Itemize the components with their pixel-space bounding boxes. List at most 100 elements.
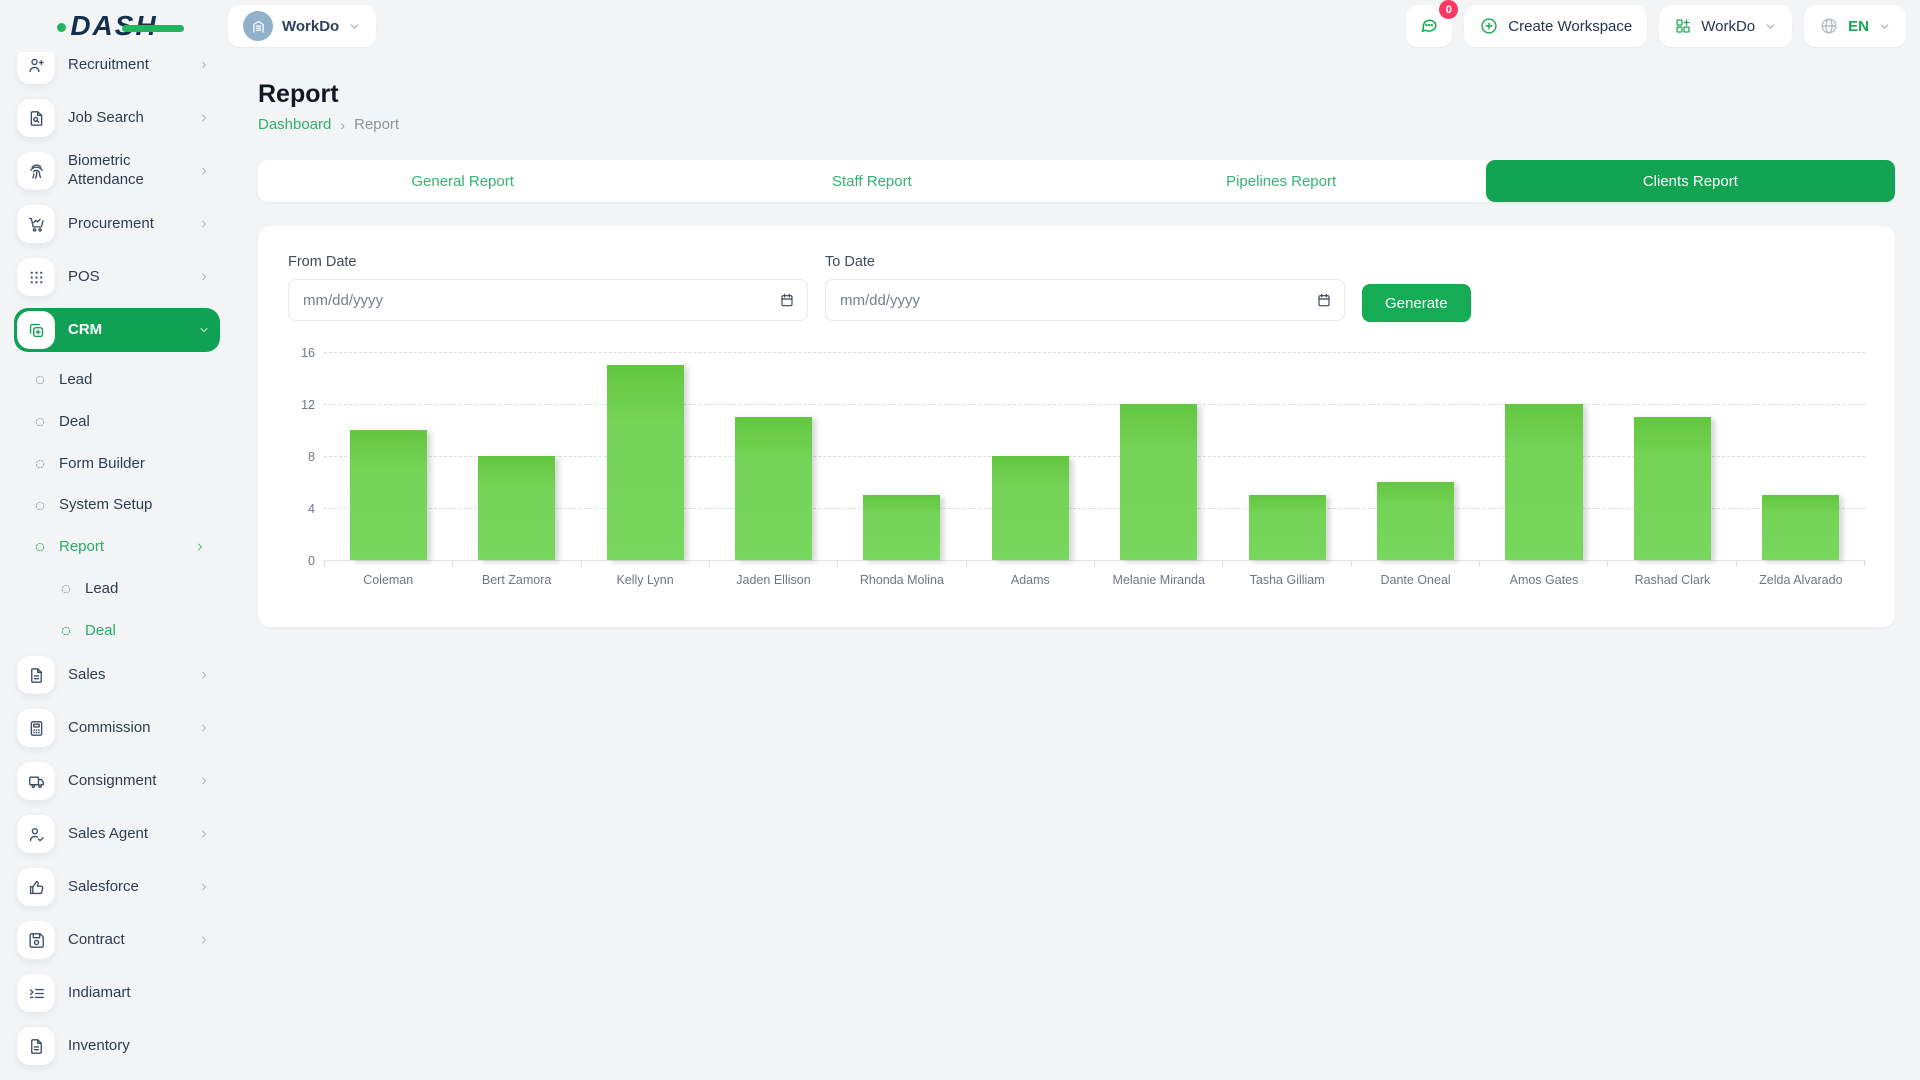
sidebar-item-pos[interactable]: POS [14,255,220,299]
breadcrumb-dashboard-link[interactable]: Dashboard [258,116,332,133]
bar-cell-rhonda-molina [838,352,966,560]
chevron-right-icon [198,271,210,283]
bar-coleman[interactable] [349,430,427,560]
building-icon [250,18,267,35]
page-title: Report [258,80,339,108]
breadcrumb-current: Report [354,116,400,133]
circle-bullet-icon [34,500,46,512]
sidebar-item-label: Job Search [68,108,144,126]
tab-pipelines-report[interactable]: Pipelines Report [1226,172,1337,190]
sidebar-item-label: Procurement [68,214,154,232]
sidebar-subitem-lead[interactable]: Lead [14,361,220,400]
bar-jaden-ellison[interactable] [734,417,812,560]
bar-zelda-alvarado[interactable] [1762,495,1840,560]
sidebar-subitem-deal[interactable]: Deal [14,612,220,651]
tab-clients-report[interactable]: Clients Report [1485,160,1895,202]
sidebar-item-icon-box [17,868,55,907]
bar-tasha-gilliam[interactable] [1248,495,1326,560]
generate-button[interactable]: Generate [1362,284,1471,322]
chevron-right-icon [198,722,210,734]
sidebar-item-icon-box [17,762,55,801]
chevron-right-icon [198,669,210,681]
bar-dante-oneal[interactable] [1377,482,1455,560]
chevron-right-icon [194,541,206,553]
tab-staff-report[interactable]: Staff Report [831,172,912,190]
workspace-menu-label: WorkDo [1701,17,1756,35]
x-axis-tick [324,560,452,566]
from-date-input[interactable] [288,279,808,321]
sidebar-item-icon-box [17,152,55,190]
tab-general-report[interactable]: General Report [411,172,514,190]
sidebar-subitem-lead[interactable]: Lead [14,570,220,609]
chevron-right-icon [198,112,210,124]
bar-adams[interactable] [991,456,1069,560]
sidebar-item-contract[interactable]: Contract [14,918,220,962]
breadcrumb: Dashboard › Report [258,116,1895,133]
bar-cell-zelda-alvarado [1737,352,1865,560]
sidebar-item-salesforce[interactable]: Salesforce [14,865,220,909]
x-axis-label-kelly-lynn: Kelly Lynn [616,573,674,587]
x-axis-label-bert-zamora: Bert Zamora [481,573,552,587]
x-axis-tick [452,560,580,566]
sidebar-item-icon-box [17,1027,55,1066]
to-date-label: To Date [825,254,875,270]
sidebar-item-icon-box [17,974,55,1013]
sidebar-item-recruitment[interactable]: Recruitment [14,52,220,87]
bar-amos-gates[interactable] [1505,404,1583,560]
bar-cell-kelly-lynn [581,352,709,560]
x-axis-label-jaden-ellison: Jaden Ellison [736,573,811,587]
circle-bullet-icon [34,374,46,386]
bar-bert-zamora[interactable] [478,456,556,560]
thumbs-up-icon [27,878,46,897]
sidebar-subitem-deal[interactable]: Deal [14,403,220,442]
bar-cell-amos-gates [1480,352,1608,560]
x-axis-label-adams: Adams [1010,573,1050,587]
x-axis-tick [837,560,965,566]
calendar-icon[interactable] [779,292,795,308]
sidebar-item-indiamart[interactable]: Indiamart [14,971,220,1015]
sidebar-nav: Recruitment Job Search Biometric Attendanc… [14,52,220,1080]
sidebar-item-consignment[interactable]: Consignment [14,759,220,803]
create-workspace-label: Create Workspace [1508,17,1633,35]
sidebar-subitem-system-setup[interactable]: System Setup [14,486,220,525]
workspace-menu-button[interactable]: WorkDo [1659,5,1793,47]
bar-rhonda-molina[interactable] [863,495,941,560]
sidebar-item-biometric-attendance[interactable]: Biometric Attendance [14,149,220,193]
sidebar-item-sales-agent[interactable]: Sales Agent [14,812,220,856]
sidebar-subitem-report[interactable]: Report [14,528,220,567]
language-selector[interactable]: EN [1804,5,1906,47]
workspace-selector[interactable]: WorkDo [228,5,377,47]
sidebar-item-label: Sales [68,665,106,683]
breadcrumb-separator: › [340,116,346,133]
cart-chart-icon [27,215,46,234]
bar-rashad-clark[interactable] [1633,417,1711,560]
sidebar-item-sales[interactable]: Sales [14,653,220,697]
x-axis-label-dante-oneal: Dante Oneal [1380,573,1451,587]
bar-kelly-lynn[interactable] [606,365,684,560]
report-card: From Date To Date Generate 0 4 8 12 16 Colem… [258,226,1895,627]
create-workspace-button[interactable]: Create Workspace [1464,5,1648,47]
file-text-icon [27,1037,46,1056]
sidebar-item-job-search[interactable]: Job Search [14,96,220,140]
to-date-input[interactable] [825,279,1345,321]
bar-melanie-miranda[interactable] [1120,404,1198,560]
sidebar-subitem-label: Lead [59,371,93,388]
sidebar-item-commission[interactable]: Commission [14,706,220,750]
sidebar-item-label: CRM [68,320,103,338]
x-axis-tick [708,560,837,566]
sidebar-item-icon-box [17,921,55,960]
circle-bullet-icon [60,583,72,595]
gridline-y-4: 4 [308,502,1865,516]
sidebar-item-icon-box [17,52,55,84]
chevron-down-icon [1764,20,1777,33]
main-content: Report Dashboard › Report General Report… [228,52,1920,1080]
x-axis-tick [1478,560,1607,566]
chevron-down-icon [1878,20,1891,33]
sidebar-item-crm[interactable]: CRM [14,308,220,352]
app-logo[interactable]: DASH [0,10,228,42]
sidebar-item-inventory[interactable]: Inventory [14,1024,220,1068]
sidebar-item-procurement[interactable]: Procurement [14,202,220,246]
messages-button[interactable]: 0 [1406,0,1459,47]
sidebar-subitem-form-builder[interactable]: Form Builder [14,445,220,484]
calendar-icon[interactable] [1316,292,1332,308]
